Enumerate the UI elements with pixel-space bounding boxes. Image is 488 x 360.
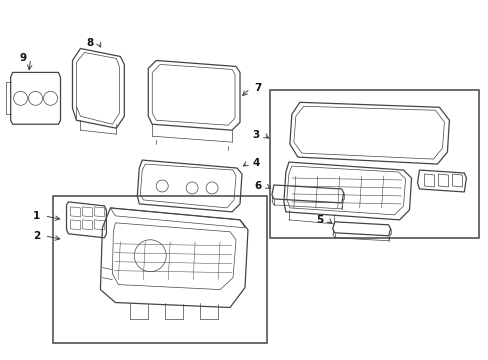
- Text: 5: 5: [316, 215, 323, 225]
- Text: 3: 3: [252, 130, 259, 140]
- Text: 4: 4: [252, 158, 259, 168]
- Text: 2: 2: [33, 231, 40, 241]
- Text: 9: 9: [19, 54, 26, 63]
- Text: 1: 1: [33, 211, 40, 221]
- Text: 8: 8: [87, 37, 94, 48]
- Text: 7: 7: [254, 84, 261, 93]
- Text: 6: 6: [254, 181, 261, 191]
